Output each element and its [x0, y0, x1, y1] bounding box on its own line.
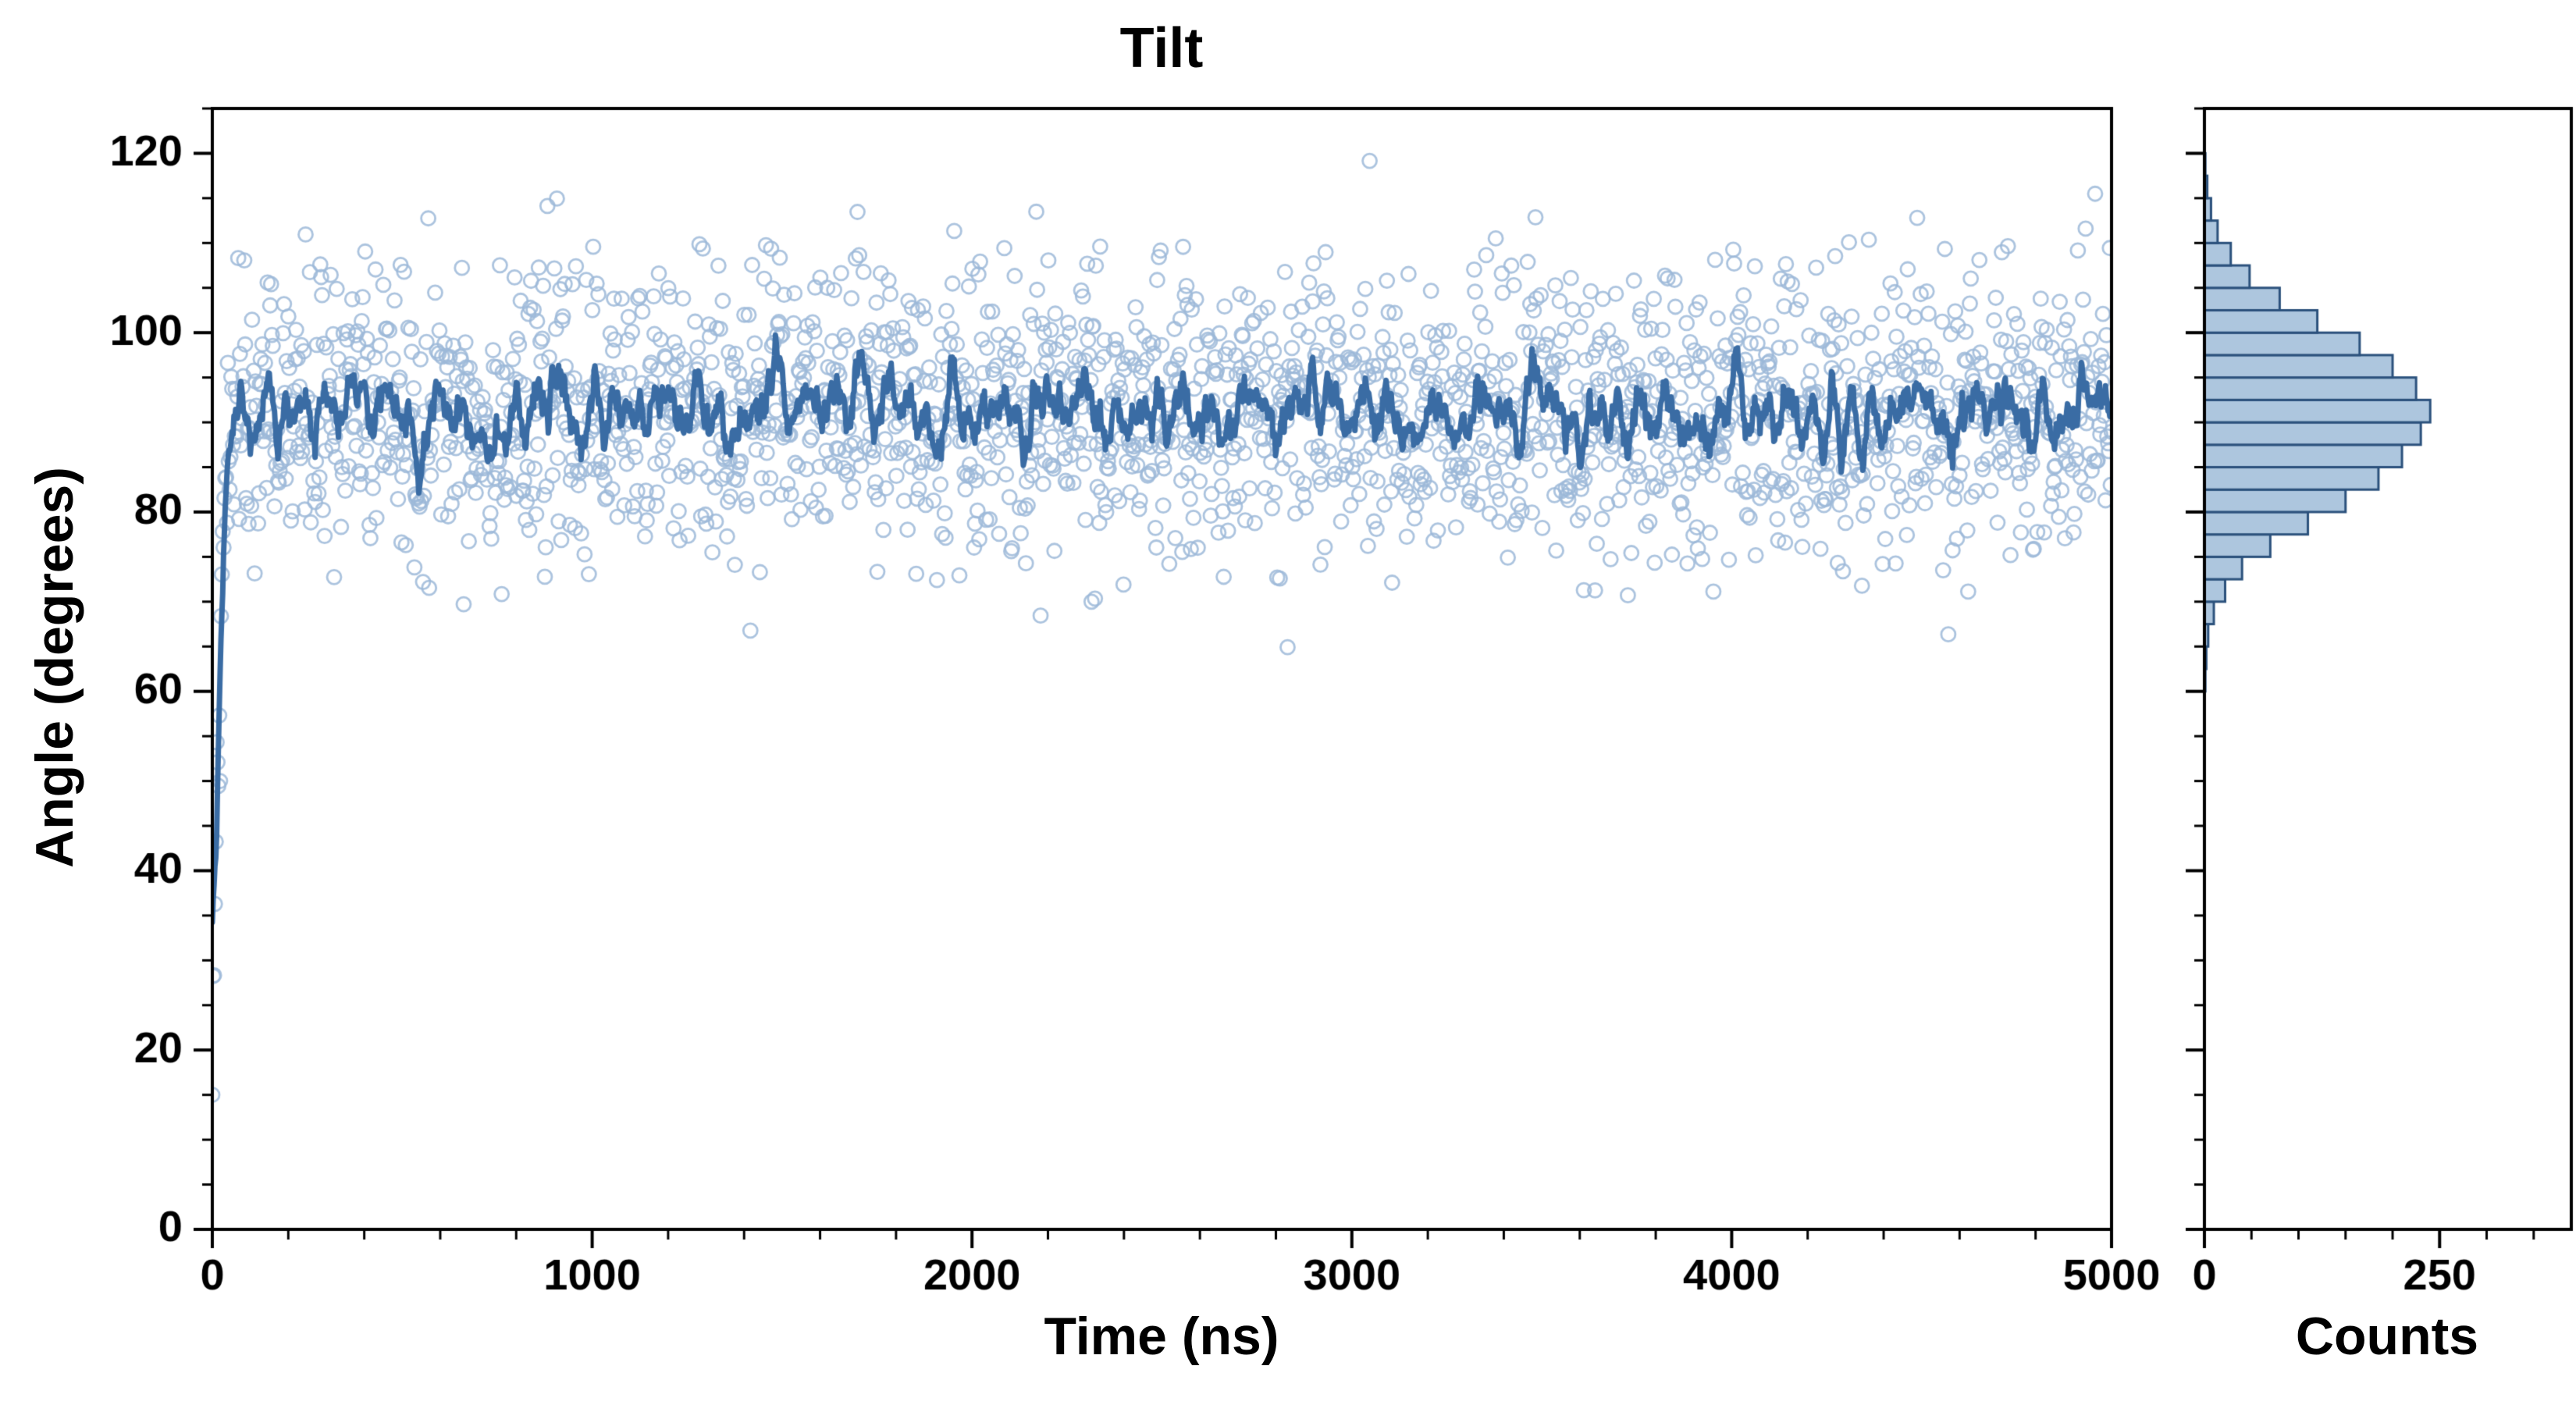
y-axis-label: Angle (degrees)	[25, 467, 84, 868]
chart-title: Tilt	[1119, 17, 1204, 80]
x-axis-label: Time (ns)	[1044, 1307, 1279, 1366]
hist-x-axis-label: Counts	[2295, 1307, 2479, 1366]
